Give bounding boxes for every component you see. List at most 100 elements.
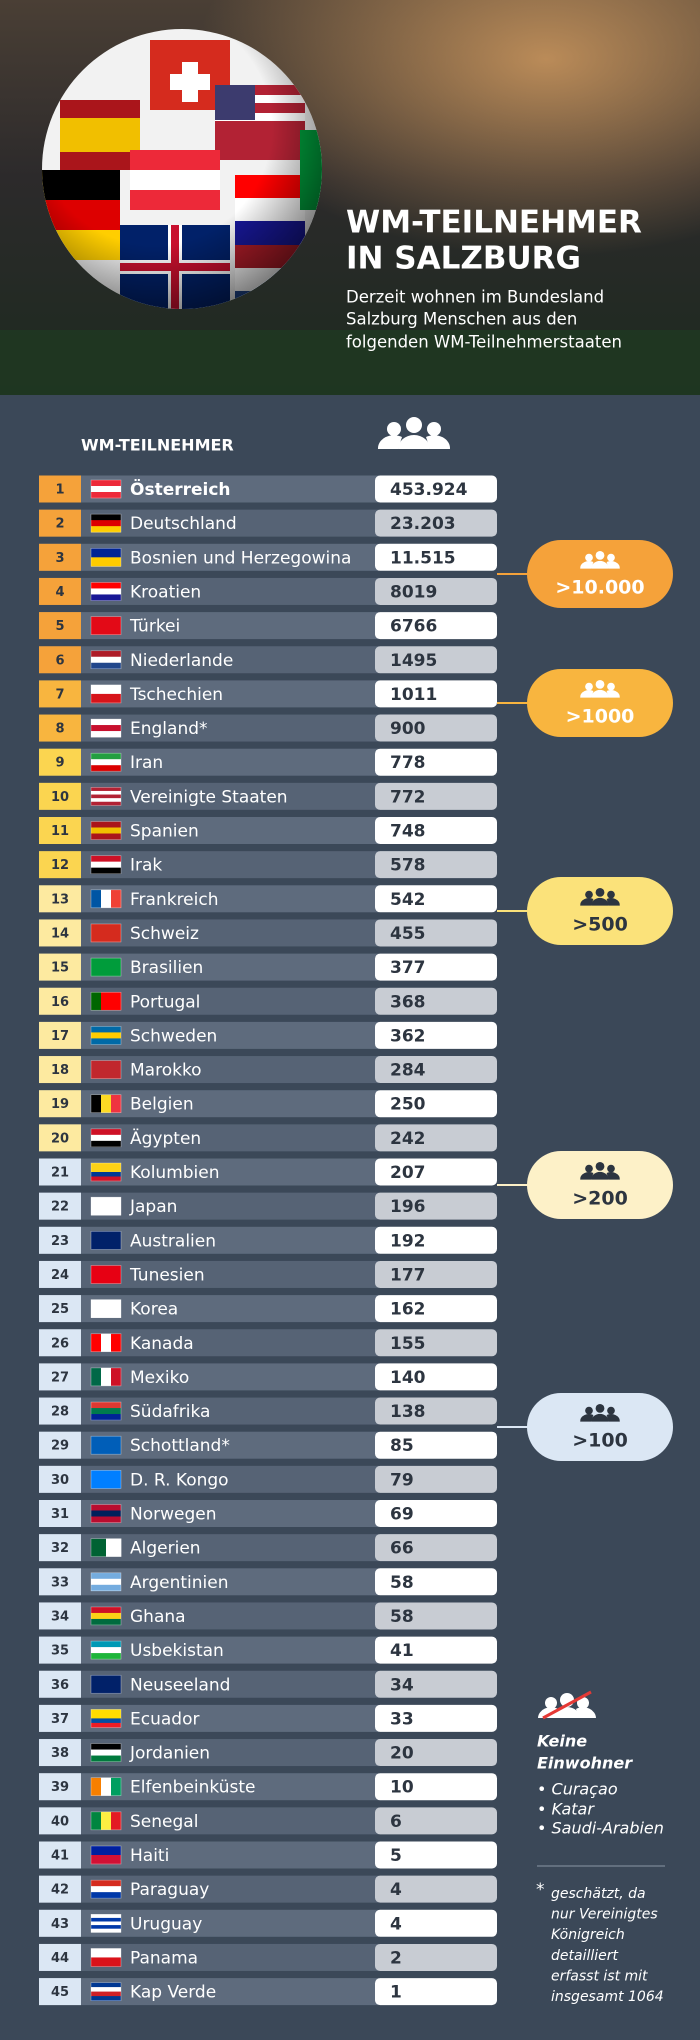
icon-part bbox=[580, 898, 594, 906]
value-box bbox=[375, 1056, 497, 1084]
flag-stripe bbox=[106, 1538, 122, 1557]
flag-stripe bbox=[91, 889, 102, 908]
flag-stripe bbox=[91, 753, 121, 760]
rank-box bbox=[39, 1602, 81, 1630]
country: Türkei bbox=[129, 617, 180, 637]
icon-part bbox=[606, 1414, 620, 1422]
flag-stripe bbox=[91, 1032, 121, 1039]
flag bbox=[90, 1879, 122, 1899]
country: Spanien bbox=[130, 822, 199, 842]
flag bbox=[90, 582, 122, 601]
value: 1495 bbox=[390, 651, 437, 671]
flag-stripe bbox=[91, 1749, 121, 1756]
icon-part bbox=[595, 551, 605, 560]
rank: 6 bbox=[55, 653, 64, 668]
flag-stripe bbox=[91, 582, 121, 589]
value-box bbox=[375, 1636, 497, 1664]
flag bbox=[90, 1777, 122, 1796]
note-item: • Katar bbox=[537, 1800, 595, 1819]
icon-part bbox=[585, 682, 593, 691]
footnote-line: insgesamt 1064 bbox=[551, 1989, 664, 2005]
rank: 33 bbox=[51, 1575, 69, 1590]
flag-stripe bbox=[91, 1917, 121, 1922]
rank-box bbox=[39, 1192, 81, 1220]
flag-stripe bbox=[91, 1414, 121, 1421]
country: Ghana bbox=[130, 1607, 186, 1627]
flag bbox=[90, 923, 122, 943]
rank: 45 bbox=[51, 1985, 69, 2000]
country: England* bbox=[130, 719, 208, 739]
flag-stripe bbox=[91, 958, 121, 977]
rank-box bbox=[39, 987, 81, 1015]
value-box bbox=[375, 885, 497, 913]
country: Kolumbien bbox=[130, 1163, 220, 1183]
flag-border bbox=[90, 855, 122, 874]
flag bbox=[90, 1060, 122, 1079]
badge bbox=[527, 540, 673, 608]
country: Algerien bbox=[130, 1539, 201, 1559]
flag-border bbox=[90, 1299, 122, 1318]
flag bbox=[90, 1640, 122, 1660]
icon-part bbox=[591, 689, 609, 698]
value-box bbox=[375, 1500, 497, 1527]
flag-stripe bbox=[91, 1880, 121, 1887]
value: 33 bbox=[390, 1709, 414, 1729]
rank-box bbox=[39, 543, 81, 571]
rank: 25 bbox=[51, 1302, 69, 1317]
flag bbox=[90, 1845, 122, 1865]
flag-border bbox=[90, 889, 122, 909]
rank-box bbox=[39, 1363, 81, 1391]
flag-stripe bbox=[91, 1167, 121, 1173]
flag-stripe bbox=[101, 1094, 112, 1113]
icon-part bbox=[595, 1162, 605, 1171]
row-strip bbox=[39, 1704, 379, 1732]
rank-box bbox=[39, 919, 81, 947]
flag-border bbox=[90, 479, 122, 499]
value-box bbox=[375, 1124, 497, 1152]
value-box bbox=[375, 577, 497, 605]
value-box bbox=[375, 748, 497, 776]
rank: 43 bbox=[51, 1917, 69, 1932]
table: 1 Österreich 453.924 2 Deutschland 23.203 3 Bos… bbox=[39, 475, 497, 2006]
flag-stripe bbox=[91, 514, 121, 521]
flag-stripe bbox=[91, 827, 121, 834]
country: Argentinien bbox=[130, 1573, 228, 1593]
rank-box bbox=[39, 1534, 81, 1562]
flag-stripe bbox=[91, 1538, 107, 1557]
flag bbox=[90, 1435, 122, 1455]
flag-stripe bbox=[91, 1811, 102, 1830]
value: 58 bbox=[390, 1607, 414, 1627]
rank-box bbox=[39, 1500, 81, 1527]
flag-border bbox=[90, 718, 122, 738]
flag bbox=[90, 889, 122, 909]
flag-stripe bbox=[91, 833, 121, 840]
flag-stripe bbox=[91, 693, 121, 704]
flag-border bbox=[90, 821, 122, 840]
rank-box bbox=[39, 1056, 81, 1084]
rank: 24 bbox=[51, 1268, 69, 1283]
row-strip bbox=[39, 1329, 379, 1357]
flag bbox=[90, 1948, 122, 1967]
flag-stripe bbox=[91, 794, 121, 799]
flag-stripe bbox=[91, 719, 121, 726]
flag-stripe bbox=[91, 1038, 121, 1045]
value: 4 bbox=[390, 1914, 402, 1934]
flag bbox=[90, 1811, 122, 1831]
country: Kap Verde bbox=[130, 1983, 216, 2003]
rank-box bbox=[39, 782, 81, 810]
rank: 17 bbox=[51, 1029, 69, 1044]
icon-part bbox=[591, 1413, 609, 1422]
flag-stripe bbox=[91, 798, 121, 803]
rank: 11 bbox=[51, 824, 69, 839]
flag bbox=[90, 1504, 122, 1523]
rank-box bbox=[39, 885, 81, 913]
flag-stripe bbox=[111, 992, 122, 1011]
rank-box bbox=[39, 1739, 81, 1767]
flag bbox=[90, 616, 122, 635]
badge-label: >10.000 bbox=[555, 577, 644, 599]
flag-stripe bbox=[91, 1709, 121, 1715]
flag bbox=[90, 1367, 122, 1387]
value-box bbox=[375, 1909, 497, 1937]
flag-border bbox=[90, 513, 122, 533]
